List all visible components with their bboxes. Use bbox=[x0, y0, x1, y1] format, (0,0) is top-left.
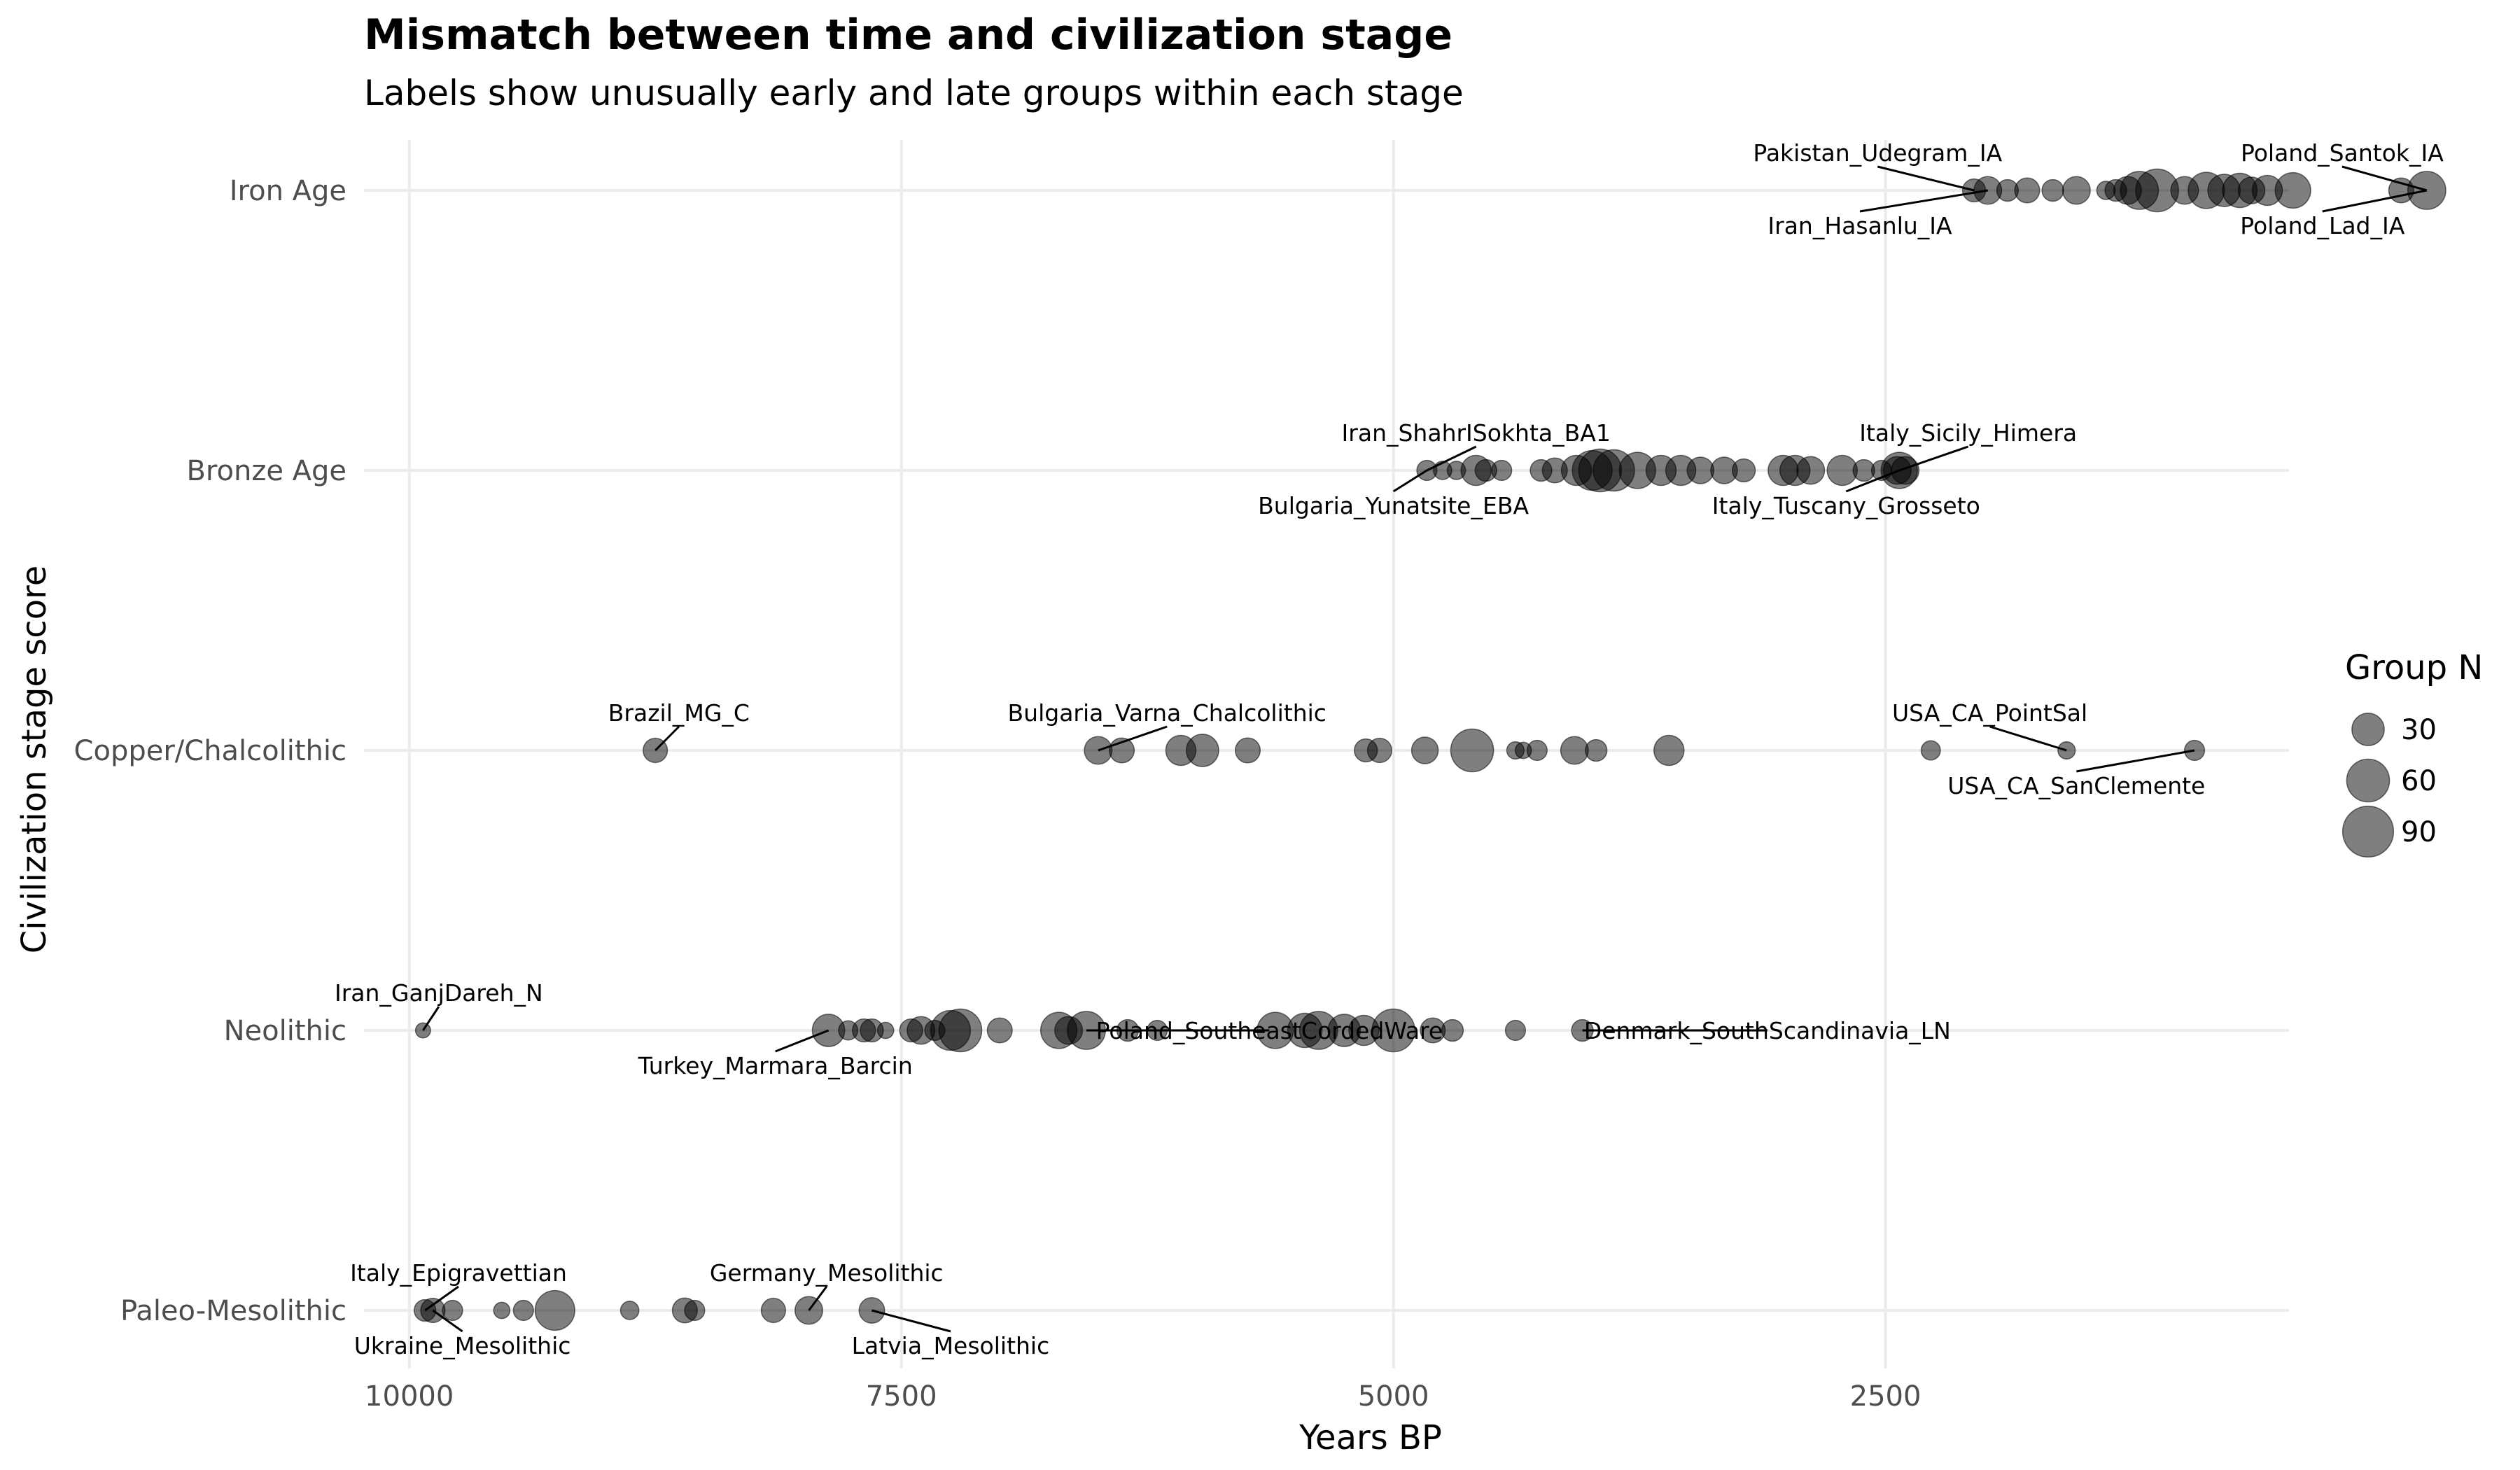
data-point bbox=[2407, 171, 2446, 210]
point-label: Italy_Epigravettian bbox=[350, 1259, 567, 1287]
data-point bbox=[1920, 740, 1941, 761]
legend-key bbox=[2351, 713, 2385, 746]
point-label: Pakistan_Udegram_IA bbox=[1753, 139, 2002, 167]
data-point bbox=[1410, 736, 1439, 764]
x-tick-label: 7500 bbox=[866, 1380, 937, 1413]
data-points bbox=[413, 168, 2446, 1331]
data-point bbox=[1109, 737, 1135, 764]
point-label: Italy_Sicily_Himera bbox=[1859, 419, 2077, 447]
point-label: USA_CA_PointSal bbox=[1892, 699, 2087, 727]
data-point bbox=[1585, 738, 1608, 762]
data-point bbox=[1450, 728, 1494, 773]
data-point bbox=[643, 737, 668, 764]
axis-ticks: 10000 7500 5000 2500 Paleo-Mesolithic Neolith… bbox=[74, 175, 1921, 1413]
data-point bbox=[938, 1008, 983, 1053]
data-point bbox=[1560, 736, 1589, 765]
legend-label: 90 bbox=[2401, 816, 2437, 848]
data-point bbox=[2057, 741, 2076, 760]
x-axis-title: Years BP bbox=[1298, 1418, 1442, 1457]
point-label: Iran_ShahrISokhta_BA1 bbox=[1342, 419, 1611, 447]
data-point bbox=[1731, 458, 1756, 483]
x-tick-label: 10000 bbox=[365, 1380, 454, 1413]
data-point bbox=[1084, 736, 1113, 765]
point-label: Poland_Lad_IA bbox=[2240, 212, 2404, 239]
point-label: Turkey_Marmara_Barcin bbox=[638, 1052, 913, 1079]
legend-label: 60 bbox=[2401, 765, 2437, 797]
data-point bbox=[1504, 1019, 1527, 1042]
data-point bbox=[512, 1299, 534, 1322]
point-label: Iran_Hasanlu_IA bbox=[1768, 212, 1952, 239]
data-point bbox=[1186, 734, 1219, 767]
point-label: USA_CA_SanClemente bbox=[1947, 772, 2205, 799]
data-point bbox=[1686, 456, 1715, 484]
data-point bbox=[414, 1022, 431, 1039]
y-axis-title: Civilization stage score bbox=[15, 566, 54, 954]
data-point bbox=[1234, 737, 1261, 764]
data-point bbox=[1880, 451, 1918, 489]
data-point bbox=[1441, 1018, 1464, 1042]
data-point bbox=[1653, 734, 1685, 766]
data-point bbox=[2014, 177, 2040, 204]
point-label: Bulgaria_Yunatsite_EBA bbox=[1258, 492, 1529, 519]
point-label: Poland_Santok_IA bbox=[2241, 139, 2444, 167]
data-point bbox=[858, 1297, 886, 1324]
data-point bbox=[986, 1017, 1013, 1044]
label-leader bbox=[1877, 165, 1975, 192]
data-point bbox=[1526, 739, 1548, 762]
data-point bbox=[2062, 176, 2091, 205]
y-tick-label: Paleo-Mesolithic bbox=[120, 1295, 346, 1327]
data-point bbox=[1371, 1008, 1415, 1053]
data-point bbox=[493, 1301, 511, 1320]
x-tick-label: 5000 bbox=[1358, 1380, 1429, 1413]
data-point bbox=[794, 1296, 823, 1325]
label-leader bbox=[1989, 725, 2067, 752]
size-legend: Group N 30 60 90 bbox=[2342, 648, 2483, 858]
data-point bbox=[1491, 459, 1513, 482]
data-point bbox=[760, 1297, 786, 1324]
data-point bbox=[2183, 739, 2206, 762]
legend-title: Group N bbox=[2345, 648, 2483, 687]
data-point bbox=[442, 1299, 463, 1322]
chart-subtitle: Labels show unusually early and late gro… bbox=[364, 73, 1464, 113]
data-point bbox=[1116, 1018, 1140, 1042]
legend-key bbox=[2342, 805, 2395, 858]
data-point bbox=[2274, 172, 2311, 209]
x-tick-label: 2500 bbox=[1850, 1380, 1921, 1413]
y-tick-label: Bronze Age bbox=[186, 455, 346, 487]
data-point bbox=[876, 1021, 895, 1040]
data-point bbox=[620, 1301, 640, 1320]
point-label: Italy_Tuscany_Grosseto bbox=[1712, 492, 1980, 519]
y-tick-label: Iron Age bbox=[230, 175, 346, 207]
label-leader bbox=[2076, 749, 2195, 773]
y-tick-label: Copper/Chalcolithic bbox=[74, 735, 346, 767]
point-label: Iran_GanjDareh_N bbox=[335, 979, 543, 1007]
data-point bbox=[1147, 1019, 1168, 1042]
point-label: Ukraine_Mesolithic bbox=[354, 1332, 571, 1359]
point-label: Poland_SoutheastCordedWare bbox=[1096, 1017, 1443, 1044]
data-point bbox=[420, 1297, 446, 1324]
point-label: Brazil_MG_C bbox=[608, 699, 750, 727]
data-point bbox=[1067, 1011, 1106, 1050]
point-label: Latvia_Mesolithic bbox=[852, 1332, 1050, 1359]
data-point bbox=[1571, 1018, 1594, 1042]
data-point bbox=[684, 1299, 706, 1322]
y-tick-label: Neolithic bbox=[224, 1015, 346, 1047]
data-point bbox=[1796, 456, 1826, 485]
legend-key bbox=[2346, 758, 2390, 803]
data-point bbox=[2041, 178, 2064, 202]
data-point bbox=[1366, 737, 1393, 764]
label-leader bbox=[872, 1309, 951, 1333]
point-label: Denmark_SouthScandinavia_LN bbox=[1584, 1017, 1951, 1044]
chart-title: Mismatch between time and civilization s… bbox=[364, 10, 1452, 59]
point-label: Germany_Mesolithic bbox=[710, 1259, 944, 1287]
point-label: Bulgaria_Varna_Chalcolithic bbox=[1008, 699, 1326, 727]
data-point bbox=[534, 1289, 575, 1331]
legend-label: 30 bbox=[2401, 714, 2437, 746]
point-labels: Italy_Epigravettian Ukraine_Mesolithic Ger… bbox=[335, 139, 2444, 1359]
